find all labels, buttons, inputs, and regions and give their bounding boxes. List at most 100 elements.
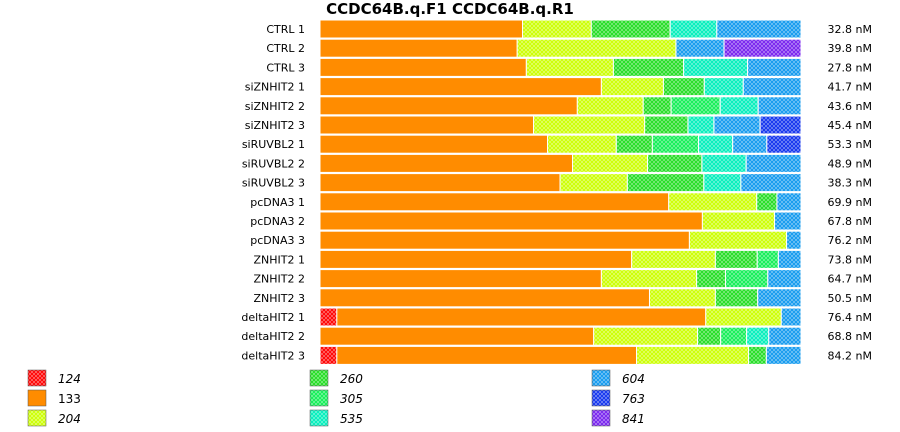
bar-segment-535 — [698, 134, 734, 154]
bar-segment-133 — [319, 134, 549, 154]
bar-row: siZNHIT2 3 45.4 nM — [245, 115, 872, 135]
concentration-label: 27.8 nM — [828, 61, 872, 74]
row-label: deltaHIT2 3 — [241, 349, 305, 362]
bar-segment-535 — [703, 173, 742, 193]
bar-segment-260 — [697, 326, 722, 346]
bar-segment-305 — [651, 134, 700, 154]
bar-segment-305 — [720, 326, 748, 346]
legend: 124 133 204 260 305 535 604 763 841 — [27, 369, 645, 427]
row-label: siRUVBL2 2 — [242, 157, 305, 170]
bar-segment-260 — [642, 96, 672, 116]
bar-segment-204 — [705, 307, 782, 327]
bar-segment-260 — [644, 115, 689, 135]
bar-row: CTRL 3 27.8 nM — [266, 57, 872, 77]
bar-segment-124 — [319, 307, 338, 327]
legend-swatch — [309, 409, 329, 427]
bar-segment-260 — [714, 249, 758, 269]
bar-segment-763 — [759, 115, 802, 135]
legend-swatch — [27, 409, 47, 427]
bar-segment-204 — [668, 192, 758, 212]
row-label: pcDNA3 1 — [250, 196, 305, 209]
row-label: deltaHIT2 1 — [241, 311, 305, 324]
bar-segment-133 — [319, 38, 518, 58]
bar-segment-204 — [600, 269, 698, 289]
bar-rows: CTRL 1 32.8 nM CTRL 2 39.8 nM CTRL 3 27.8 nM s… — [241, 19, 872, 365]
bar-segment-204 — [559, 173, 628, 193]
bar-segment-133 — [319, 96, 578, 116]
bar-segment-604 — [780, 307, 802, 327]
chart-title: CCDC64B.q.F1 CCDC64B.q.R1 — [326, 0, 574, 18]
bar-segment-133 — [319, 230, 690, 250]
concentration-label: 38.3 nM — [828, 177, 872, 190]
concentration-label: 84.2 nM — [828, 349, 872, 362]
legend-swatch — [27, 389, 47, 407]
bar-row: ZNHIT2 2 64.7 nM — [254, 269, 872, 289]
concentration-label: 43.6 nM — [828, 100, 872, 113]
legend-item: 124 — [27, 369, 81, 387]
bar-row: pcDNA3 3 76.2 nM — [250, 230, 872, 250]
bar-segment-260 — [626, 173, 705, 193]
bar-segment-204 — [533, 115, 646, 135]
row-label: siZNHIT2 3 — [245, 119, 305, 132]
concentration-label: 64.7 nM — [828, 273, 872, 286]
bar-segment-133 — [319, 192, 670, 212]
bar-segment-604 — [675, 38, 725, 58]
bar-row: CTRL 1 32.8 nM — [266, 19, 872, 39]
bar-segment-604 — [740, 173, 802, 193]
bar-segment-604 — [765, 345, 802, 365]
bar-segment-260 — [647, 153, 703, 173]
legend-label: 133 — [58, 392, 81, 406]
bar-segment-260 — [696, 269, 726, 289]
bar-segment-604 — [757, 96, 802, 116]
bar-segment-604 — [757, 288, 802, 308]
bar-segment-124 — [319, 345, 338, 365]
legend-label: 260 — [340, 372, 363, 386]
bar-segment-260 — [590, 19, 671, 39]
bar-segment-133 — [319, 173, 561, 193]
row-label: ZNHIT2 3 — [254, 292, 306, 305]
row-label: ZNHIT2 2 — [254, 273, 306, 286]
bar-segment-763 — [766, 134, 802, 154]
concentration-label: 41.7 nM — [828, 81, 872, 94]
legend-swatch — [309, 389, 329, 407]
bar-segment-604 — [713, 115, 761, 135]
bar-segment-305 — [724, 269, 769, 289]
bar-segment-535 — [703, 77, 744, 97]
legend-swatch — [591, 369, 611, 387]
concentration-label: 32.8 nM — [828, 23, 872, 36]
bar-segment-604 — [776, 192, 802, 212]
bar-segment-260 — [615, 134, 653, 154]
bar-segment-133 — [319, 115, 535, 135]
concentration-label: 73.8 nM — [828, 253, 872, 266]
row-label: deltaHIT2 2 — [241, 330, 305, 343]
bar-segment-535 — [719, 96, 759, 116]
bar-segment-204 — [547, 134, 617, 154]
row-label: siRUVBL2 3 — [242, 177, 305, 190]
bar-segment-604 — [774, 211, 802, 231]
legend-item: 535 — [309, 409, 363, 427]
row-label: ZNHIT2 1 — [254, 253, 306, 266]
bar-segment-204 — [576, 96, 644, 116]
legend-swatch — [591, 389, 611, 407]
bar-segment-535 — [701, 153, 747, 173]
bar-row: deltaHIT2 3 84.2 nM — [241, 345, 872, 365]
bar-segment-305 — [756, 249, 779, 269]
bar-row: ZNHIT2 1 73.8 nM — [254, 249, 872, 269]
bar-row: deltaHIT2 1 76.4 nM — [241, 307, 872, 327]
bar-segment-133 — [319, 269, 602, 289]
bar-row: ZNHIT2 3 50.5 nM — [254, 288, 872, 308]
legend-label: 535 — [340, 412, 363, 426]
bar-segment-133 — [319, 153, 574, 173]
bar-segment-535 — [746, 326, 770, 346]
bar-row: siZNHIT2 1 41.7 nM — [245, 77, 872, 97]
legend-item: 763 — [591, 389, 645, 407]
legend-label: 841 — [622, 412, 645, 426]
bar-segment-604 — [732, 134, 768, 154]
bar-segment-204 — [648, 288, 716, 308]
legend-swatch — [591, 409, 611, 427]
bar-row: siRUVBL2 3 38.3 nM — [242, 173, 872, 193]
bar-segment-204 — [635, 345, 750, 365]
bar-segment-604 — [767, 269, 802, 289]
row-label: pcDNA3 3 — [250, 234, 305, 247]
